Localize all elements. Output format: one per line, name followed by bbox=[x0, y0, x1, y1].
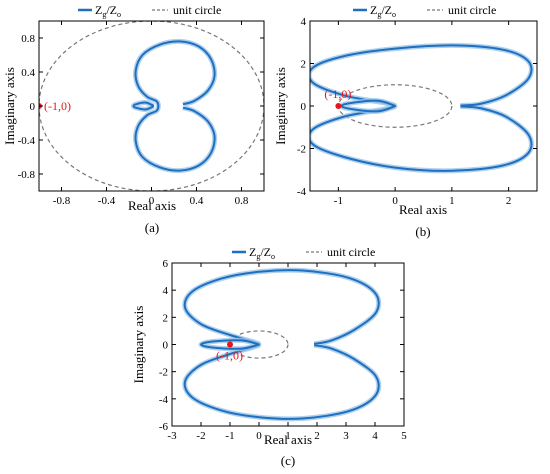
critical-point-marker bbox=[227, 341, 233, 348]
legend-label-unit-circle: unit circle bbox=[173, 3, 221, 17]
legend-label-unit-circle: unit circle bbox=[327, 245, 375, 259]
x-tick-label: -3 bbox=[167, 430, 177, 442]
series-glow-1 bbox=[133, 38, 218, 174]
x-tick-label: -0.4 bbox=[98, 195, 116, 207]
y-tick-label: -4 bbox=[297, 186, 307, 198]
y-tick-label: 0 bbox=[301, 101, 307, 113]
series-line-2 bbox=[200, 339, 260, 350]
x-tick-label: 0 bbox=[392, 195, 398, 207]
y-tick-label: 2 bbox=[163, 312, 169, 324]
panel-label: (c) bbox=[281, 453, 295, 468]
x-tick-label: 0.4 bbox=[190, 195, 204, 207]
x-tick-label: 0 bbox=[149, 195, 155, 207]
x-tick-label: -0.8 bbox=[53, 195, 71, 207]
chart-panel-2: Zg/Zo unit circle -1 0 1 2 -4 -2 0 2 4 (-1,0) Real a… bbox=[273, 3, 538, 239]
x-tick-label: 1 bbox=[285, 430, 291, 442]
y-axis-label: Imaginary axis bbox=[2, 67, 17, 145]
y-tick-label: 4 bbox=[163, 285, 169, 297]
y-tick-label: 0 bbox=[163, 340, 169, 352]
x-tick-label: 5 bbox=[401, 430, 407, 442]
legend-label-unit-circle: unit circle bbox=[448, 3, 496, 17]
x-axis-label: Real axis bbox=[399, 202, 447, 217]
y-tick-label: 6 bbox=[163, 258, 169, 270]
y-tick-label: 4 bbox=[301, 16, 307, 28]
x-tick-label: 3 bbox=[343, 430, 349, 442]
legend-label-nyquist: Zg/Zo bbox=[249, 245, 275, 261]
x-tick-label: -1 bbox=[334, 195, 343, 207]
plot-area bbox=[39, 21, 264, 191]
chart-panel-3: Zg/Zo unit circle -3 -2 -1 0 1 2 3 4 5 -6 -4 -2 0 2 4 6 (-… bbox=[131, 245, 407, 468]
y-tick-label: -2 bbox=[297, 144, 306, 156]
x-tick-label: 2 bbox=[314, 430, 320, 442]
plot-area bbox=[310, 42, 534, 174]
x-tick-label: 0.8 bbox=[235, 195, 249, 207]
panel-label: (a) bbox=[145, 220, 159, 235]
x-axis-label: Real axis bbox=[128, 198, 176, 213]
series-line-1 bbox=[134, 40, 216, 172]
y-tick-label: -6 bbox=[159, 421, 169, 433]
series-glow-1 bbox=[182, 267, 382, 422]
legend: Zg/Zo unit circle bbox=[353, 3, 496, 19]
series-line-1 bbox=[183, 269, 380, 420]
unit-circle bbox=[229, 330, 289, 359]
plot-area bbox=[182, 267, 382, 422]
panel-label: (b) bbox=[415, 224, 430, 239]
critical-point-label: (-1,0) bbox=[216, 349, 243, 363]
legend: Zg/Zo unit circle bbox=[232, 245, 375, 261]
x-tick-label: 4 bbox=[372, 430, 378, 442]
x-tick-label: 0 bbox=[256, 430, 262, 442]
y-tick-label: 0.4 bbox=[21, 67, 35, 79]
x-axis-label: Real axis bbox=[264, 432, 312, 447]
critical-point-label: (-1,0) bbox=[44, 99, 71, 113]
y-axis-label: Imaginary axis bbox=[131, 306, 146, 384]
y-tick-label: -2 bbox=[159, 367, 168, 379]
chart-panel-1: Zg/Zo unit circle -0.8 -0.4 0 0.4 0.8 -0.8 -0.4 0… bbox=[2, 3, 265, 235]
y-tick-label: -4 bbox=[159, 394, 169, 406]
y-tick-label: 0.8 bbox=[21, 33, 35, 45]
x-tick-label: -1 bbox=[225, 430, 234, 442]
legend-label-nyquist: Zg/Zo bbox=[370, 3, 396, 19]
critical-point-label: (-1,0) bbox=[324, 87, 351, 101]
y-tick-label: -0.4 bbox=[18, 135, 36, 147]
x-tick-label: 1 bbox=[449, 195, 455, 207]
y-tick-label: 0 bbox=[30, 101, 36, 113]
y-tick-label: -0.8 bbox=[18, 169, 36, 181]
series-line-2 bbox=[132, 101, 155, 111]
x-tick-label: 2 bbox=[506, 195, 512, 207]
critical-point-marker bbox=[335, 103, 342, 109]
legend: Zg/Zo unit circle bbox=[78, 3, 221, 19]
x-tick-label: -2 bbox=[196, 430, 205, 442]
legend-label-nyquist: Zg/Zo bbox=[95, 3, 121, 19]
y-tick-label: 2 bbox=[301, 59, 307, 71]
y-axis-label: Imaginary axis bbox=[273, 67, 288, 145]
